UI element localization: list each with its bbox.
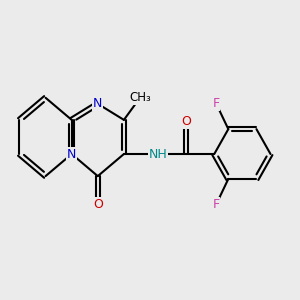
Text: N: N	[93, 97, 103, 110]
Text: O: O	[93, 198, 103, 211]
Text: F: F	[213, 97, 220, 110]
Text: N: N	[67, 148, 76, 160]
Text: F: F	[213, 198, 220, 211]
Text: CH₃: CH₃	[129, 91, 151, 104]
Text: O: O	[181, 116, 191, 128]
Text: NH: NH	[149, 148, 167, 160]
